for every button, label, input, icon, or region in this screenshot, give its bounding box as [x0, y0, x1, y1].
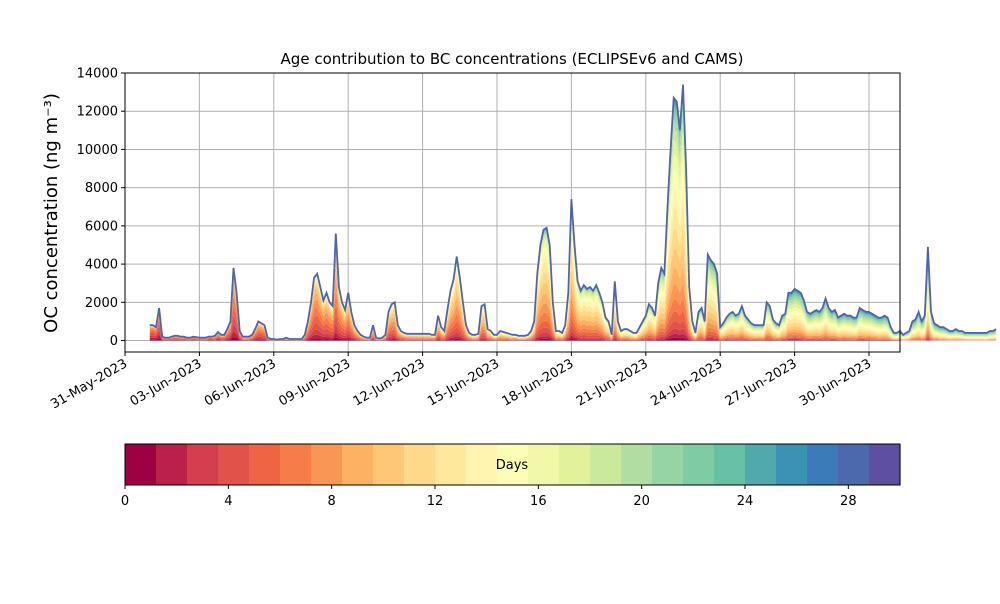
x-tick-label: 30-Jun-2023	[797, 356, 874, 409]
colorbar-tick-label: 8	[328, 494, 336, 509]
colorbar-label: Days	[496, 458, 529, 473]
y-axis-ticks: 0 2000 4000 6000 8000 10000 12000 14000	[77, 67, 125, 349]
y-tick-label: 6000	[85, 219, 118, 234]
total-line-layer	[149, 84, 997, 341]
age-bin-area	[149, 302, 997, 341]
colorbar-tick-label: 28	[840, 494, 857, 509]
colorbar-tick-label: 20	[633, 494, 650, 509]
colorbar-swatch	[621, 444, 653, 485]
x-tick-label: 15-Jun-2023	[425, 356, 502, 409]
age-bin-area	[149, 277, 997, 340]
colorbar-tick-label: 16	[530, 494, 547, 509]
colorbar-swatch	[280, 444, 312, 485]
x-tick-label: 12-Jun-2023	[351, 356, 428, 409]
age-bin-area	[149, 314, 997, 341]
age-bin-area	[149, 145, 997, 340]
colorbar-swatch	[218, 444, 250, 485]
x-tick-label: 09-Jun-2023	[276, 356, 353, 409]
x-tick-label: 27-Jun-2023	[723, 356, 800, 409]
colorbar-swatch	[590, 444, 622, 485]
plot-frame	[124, 72, 901, 353]
colorbar-tick-label: 24	[737, 494, 754, 509]
colorbar-swatch	[652, 444, 684, 485]
colorbar-swatch	[156, 444, 188, 485]
colorbar-swatch	[249, 444, 281, 485]
grid-layer	[124, 72, 900, 352]
colorbar-swatch	[187, 444, 219, 485]
y-tick-label: 2000	[85, 296, 118, 311]
x-tick-label: 31-May-2023	[48, 356, 130, 412]
total-concentration-line	[149, 84, 997, 341]
colorbar-ticks: 0 4 8 12 16 20 24 28	[121, 485, 857, 509]
age-bin-area	[149, 163, 997, 340]
chart-title: Age contribution to BC concentrations (E…	[281, 50, 744, 68]
y-tick-label: 14000	[77, 67, 118, 82]
age-bin-area	[149, 203, 997, 340]
x-axis-ticks: 31-May-202303-Jun-202306-Jun-202309-Jun-…	[48, 352, 874, 412]
colorbar-frame	[124, 443, 901, 486]
colorbar-swatch	[559, 444, 591, 485]
colorbar-swatch	[435, 444, 467, 485]
colorbar-swatch	[404, 444, 436, 485]
colorbar-tick-label: 4	[224, 494, 232, 509]
age-bin-area	[149, 290, 997, 341]
y-axis-label: OC concentration (ng m⁻³)	[41, 93, 62, 333]
x-tick-label: 03-Jun-2023	[128, 356, 205, 409]
y-tick-label: 12000	[77, 105, 118, 120]
colorbar-swatch	[869, 444, 901, 485]
y-tick-label: 10000	[77, 143, 118, 158]
colorbar-swatch	[528, 444, 560, 485]
x-tick-label: 21-Jun-2023	[574, 356, 651, 409]
x-tick-label: 18-Jun-2023	[500, 356, 577, 409]
age-bin-area	[149, 245, 997, 340]
age-bin-area	[149, 224, 997, 340]
colorbar-swatch	[838, 444, 870, 485]
x-tick-label: 24-Jun-2023	[648, 356, 725, 409]
colorbar	[125, 444, 901, 485]
colorbar-swatch	[714, 444, 746, 485]
colorbar-swatch	[497, 444, 529, 485]
colorbar-swatch	[745, 444, 777, 485]
colorbar-swatch	[807, 444, 839, 485]
age-bin-area	[149, 331, 997, 341]
colorbar-swatch	[776, 444, 808, 485]
colorbar-swatch	[125, 444, 157, 485]
colorbar-swatch	[373, 444, 405, 485]
age-bin-area	[149, 265, 997, 340]
age-bin-area	[149, 323, 997, 341]
colorbar-swatch	[466, 444, 498, 485]
x-tick-label: 06-Jun-2023	[202, 356, 279, 409]
colorbar-swatch	[683, 444, 715, 485]
colorbar-swatch	[342, 444, 374, 485]
age-bin-area	[149, 182, 997, 340]
colorbar-tick-label: 12	[427, 494, 444, 509]
colorbar-swatch	[311, 444, 343, 485]
y-tick-label: 4000	[85, 258, 118, 273]
age-bin-area	[149, 336, 997, 341]
colorbar-tick-label: 0	[121, 494, 129, 509]
y-tick-label: 8000	[85, 181, 118, 196]
y-tick-label: 0	[110, 334, 118, 349]
